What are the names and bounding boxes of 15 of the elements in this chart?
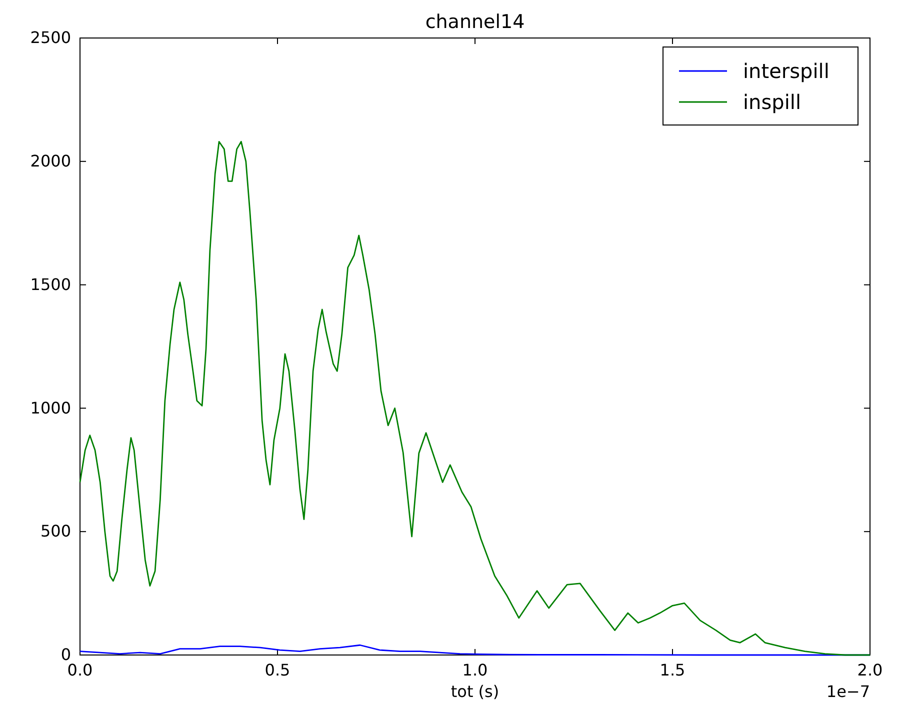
y-tick-label: 2500 — [30, 28, 71, 48]
y-tick-label: 500 — [40, 522, 71, 541]
x-axis-title: tot (s) — [450, 682, 500, 701]
line-series — [79, 140, 871, 656]
x-tick-label: 1.5 — [660, 660, 686, 680]
x-tick-label: 2.0 — [857, 660, 883, 680]
y-tick-label: 1500 — [30, 274, 71, 294]
legend-label: inspill — [743, 90, 802, 114]
x-tick-label: 0.5 — [264, 660, 290, 680]
text: 1e−7 — [826, 682, 870, 701]
y-tick-label: 1000 — [30, 398, 71, 418]
y-tick-label: 2000 — [30, 152, 71, 171]
chart-title: channel14 — [425, 11, 525, 33]
x-tick-label: 1.0 — [462, 660, 488, 680]
legend-label: interspill — [743, 59, 830, 83]
